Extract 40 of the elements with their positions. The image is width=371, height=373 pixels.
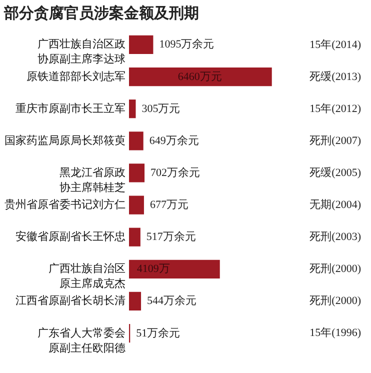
y-tick-label: 广西壮族自治区原主席成克杰 bbox=[48, 262, 126, 290]
y-tick-label: 广西壮族自治区政协原副主席李达球 bbox=[38, 38, 126, 66]
y-tick-label: 贵州省原省委书记刘方仁 bbox=[4, 198, 126, 212]
y-tick-label: 国家药监局原局长郑筱萸 bbox=[4, 134, 126, 147]
bar bbox=[129, 196, 144, 214]
data-label: 4109万 bbox=[136, 263, 170, 276]
bar bbox=[129, 132, 144, 150]
bar bbox=[129, 228, 140, 246]
y-tick-label: 重庆市原副市长王立军 bbox=[16, 102, 126, 115]
bar bbox=[129, 35, 154, 54]
text: 死缓(2005) bbox=[310, 166, 362, 179]
data-label: 305万元 bbox=[142, 102, 180, 115]
text: 无期(2004) bbox=[310, 199, 362, 211]
y-tick-label: 江西省原副省长胡长清 bbox=[16, 294, 126, 308]
data-label: 6460万元 bbox=[178, 70, 222, 83]
text: 死刑(2000) bbox=[310, 295, 362, 307]
text: 死缓(2013) bbox=[310, 70, 362, 83]
bar bbox=[129, 67, 272, 86]
text: 15年(2014) bbox=[310, 39, 362, 51]
data-label: 544万余元 bbox=[147, 295, 197, 308]
data-label: 649万余元 bbox=[149, 134, 199, 147]
text: 15年(1996) bbox=[310, 327, 362, 339]
y-tick-label: 安徽省原副省长王怀忠 bbox=[16, 230, 126, 244]
y-tick-label: 广东省人大常委会原副主任欧阳德 bbox=[38, 326, 126, 354]
bar bbox=[129, 164, 145, 182]
bar bbox=[129, 100, 136, 118]
bar bbox=[129, 260, 220, 278]
bar bbox=[129, 292, 142, 311]
data-label: 517万余元 bbox=[146, 231, 196, 244]
text: 死刑(2003) bbox=[310, 231, 362, 243]
y-tick-label: 黑龙江省原政协主席韩桂芝 bbox=[60, 166, 126, 194]
text: 15年(2012) bbox=[310, 103, 362, 115]
data-label: 677万元 bbox=[150, 199, 188, 212]
text: 死刑(2007) bbox=[310, 135, 362, 147]
chart-title: 部分贪腐官员涉案金额及刑期 bbox=[3, 4, 199, 22]
data-label: 702万余元 bbox=[150, 166, 200, 179]
text: 死刑(2000) bbox=[310, 263, 362, 275]
data-label: 1095万余元 bbox=[159, 38, 214, 51]
data-label: 51万余元 bbox=[136, 327, 180, 340]
y-tick-label: 原铁道部部长刘志军 bbox=[26, 70, 126, 83]
